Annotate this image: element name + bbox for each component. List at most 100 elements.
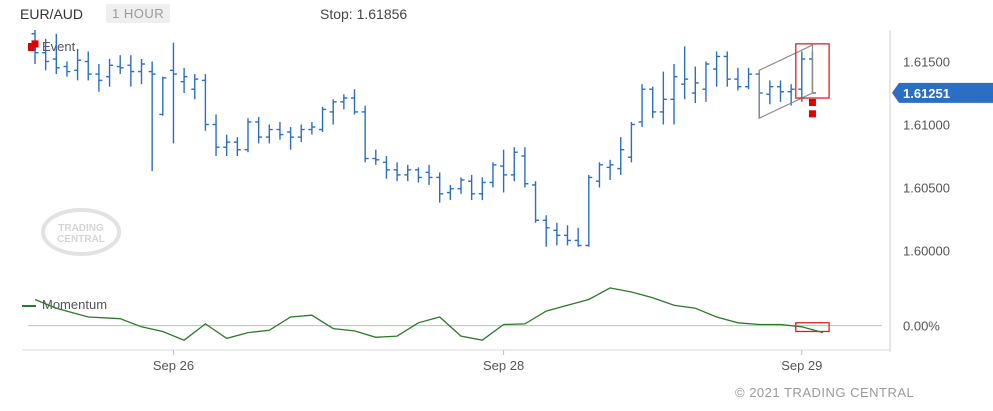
- ohlc-bar: [233, 137, 241, 156]
- logo-line-1: TRADING: [58, 223, 104, 234]
- ohlc-bar: [617, 137, 625, 175]
- ohlc-bar: [287, 127, 295, 150]
- x-tick-label: Sep 29: [781, 358, 822, 373]
- ohlc-bar: [532, 181, 540, 223]
- ohlc-bar: [329, 99, 337, 125]
- ohlc-bar: [500, 149, 508, 193]
- y-tick-label: 1.60500: [903, 181, 950, 196]
- ohlc-bar: [681, 46, 689, 100]
- ohlc-bar: [180, 67, 188, 93]
- ohlc-bar: [52, 33, 60, 75]
- momentum-line: [34, 287, 824, 341]
- ohlc-bar: [276, 121, 284, 140]
- ohlc-bar: [42, 38, 50, 71]
- ohlc-bar: [74, 48, 82, 81]
- event-marker: [808, 98, 816, 106]
- ohlc-bar: [319, 106, 327, 133]
- stop-label: Stop: 1.61856: [320, 6, 408, 22]
- ohlc-bar: [649, 86, 657, 119]
- event-markers: [31, 40, 816, 118]
- ohlc-bar: [393, 162, 401, 182]
- ohlc-bar: [95, 64, 103, 92]
- ohlc-bar: [138, 58, 145, 85]
- ohlc-bar: [106, 58, 114, 87]
- price-channel: [758, 43, 830, 120]
- ohlc-bar: [713, 51, 721, 87]
- current-price-label: 1.61251: [903, 86, 950, 101]
- ohlc-bar: [361, 105, 369, 163]
- ohlc-bar: [340, 94, 348, 110]
- ohlc-bar: [564, 225, 571, 246]
- event-legend-label: Event: [42, 39, 76, 54]
- ohlc-bar: [745, 67, 753, 90]
- momentum-panel: 0.00%: [28, 287, 940, 341]
- ohlc-bar: [63, 61, 71, 77]
- timeframe-button[interactable]: 1 HOUR: [106, 4, 171, 23]
- ohlc-bar: [382, 156, 390, 179]
- ohlc-bar: [638, 84, 646, 128]
- ohlc-bar: [521, 147, 529, 188]
- ohlc-bar: [777, 80, 784, 102]
- ohlc-bar: [159, 76, 167, 116]
- ohlc-bar: [478, 177, 486, 201]
- current-price-box: [892, 82, 993, 103]
- chart-axes: 1.60000 1.60500 1.61000 1.61500 Sep 26 Sep 28…: [153, 55, 993, 373]
- ohlc-bar: [468, 174, 476, 201]
- ohlc-bar: [787, 84, 795, 106]
- ohlc-bar: [574, 227, 582, 247]
- trading-central-logo: TRADING CENTRAL: [41, 208, 121, 256]
- ohlc-bar: [223, 134, 231, 156]
- y-tick-label: 1.61500: [903, 55, 950, 70]
- logo-line-2: CENTRAL: [57, 234, 105, 245]
- momentum-y-tick-label: 0.00%: [903, 319, 940, 334]
- ohlc-bar: [766, 80, 774, 105]
- ohlc-bar: [670, 64, 678, 125]
- chart-frame: [22, 30, 891, 352]
- y-tick-label: 1.60000: [903, 244, 950, 259]
- ohlc-bar: [425, 164, 433, 185]
- ohlc-bar: [148, 61, 156, 172]
- ohlc-bar: [542, 215, 550, 247]
- y-tick-label: 1.61000: [903, 118, 950, 133]
- ohlc-bar: [723, 51, 731, 87]
- ohlc-bar: [255, 116, 263, 144]
- ohlc-bar: [169, 42, 177, 144]
- ohlc-bar: [627, 121, 635, 163]
- ohlc-bar: [127, 55, 135, 87]
- momentum-legend-line: [22, 304, 36, 307]
- ohlc-bar: [659, 71, 667, 125]
- ohlc-bar: [297, 124, 305, 143]
- current-price-tag: 1.61251: [892, 82, 993, 103]
- ohlc-bar: [84, 51, 92, 81]
- ohlc-bar: [553, 222, 561, 246]
- copyright-text: © 2021 TRADING CENTRAL: [735, 385, 915, 400]
- ohlc-bar: [414, 167, 422, 183]
- chart-header: EUR/AUD 1 HOUR Stop: 1.61856: [0, 0, 993, 30]
- ohlc-bar: [191, 74, 199, 100]
- ohlc-bar: [606, 159, 614, 180]
- symbol-label: EUR/AUD: [20, 6, 84, 22]
- ohlc-bar: [372, 149, 380, 165]
- x-tick-label: Sep 26: [153, 358, 194, 373]
- ohlc-bar: [212, 114, 220, 156]
- ohlc-bar: [702, 61, 710, 102]
- channel-outline: [758, 44, 814, 120]
- ohlc-bar: [691, 66, 699, 104]
- ohlc-bar: [457, 177, 465, 194]
- event-marker: [31, 40, 39, 48]
- ohlc-bar: [308, 121, 316, 135]
- ohlc-bar: [201, 74, 209, 131]
- ohlc-bars: [31, 30, 816, 247]
- momentum-highlight-box: [795, 322, 830, 333]
- ohlc-bar: [734, 67, 742, 91]
- highlight-box: [795, 43, 830, 99]
- ohlc-bar: [446, 184, 454, 201]
- ohlc-bar: [404, 164, 412, 182]
- ohlc-bar: [265, 124, 273, 144]
- ohlc-bar: [244, 118, 252, 153]
- ohlc-bar: [436, 172, 444, 203]
- ohlc-bar: [595, 162, 603, 188]
- ohlc-bar: [351, 89, 358, 115]
- event-marker: [808, 110, 816, 118]
